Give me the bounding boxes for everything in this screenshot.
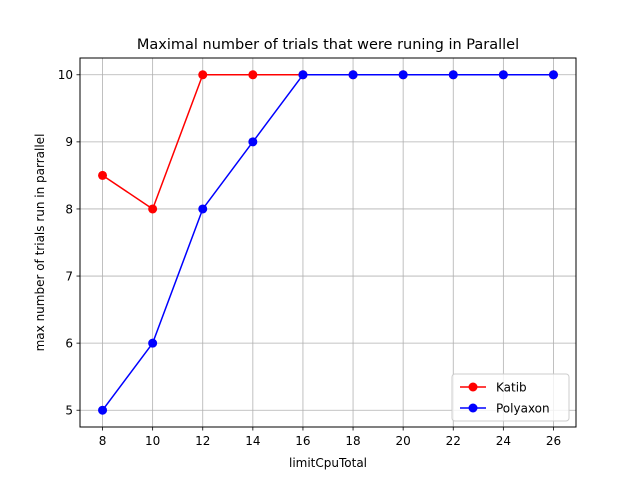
series-layer — [98, 70, 558, 415]
data-point-polyaxon — [348, 70, 358, 80]
series-line-polyaxon — [101, 74, 554, 411]
x-tick-label: 16 — [295, 434, 310, 448]
y-tick-label: 10 — [58, 68, 73, 82]
y-tick-label: 5 — [65, 404, 73, 418]
x-tick-label: 18 — [345, 434, 360, 448]
legend-marker-katib — [468, 382, 478, 392]
grid-lines — [80, 58, 576, 427]
plot-area-frame — [79, 57, 577, 428]
data-point-polyaxon — [498, 70, 508, 80]
data-point-polyaxon — [548, 70, 558, 80]
data-point-katib — [198, 70, 208, 80]
axis-ticks: 8 10 12 14 16 18 20 22 24 26 5 6 7 8 9 10 — [58, 68, 561, 448]
data-point-katib — [248, 70, 258, 80]
legend-box — [451, 373, 570, 422]
data-point-polyaxon — [148, 338, 158, 348]
y-tick-label: 8 — [65, 202, 73, 216]
data-point-polyaxon — [398, 70, 408, 80]
x-tick-label: 20 — [396, 434, 411, 448]
data-point-polyaxon — [198, 204, 208, 214]
legend: Katib Polyaxon — [451, 373, 570, 422]
x-tick-label: 26 — [546, 434, 561, 448]
data-point-katib — [98, 170, 108, 180]
data-point-katib — [148, 204, 158, 214]
data-point-polyaxon — [98, 405, 108, 415]
data-point-polyaxon — [298, 70, 308, 80]
x-axis-label: limitCpuTotal — [289, 456, 367, 470]
x-tick-label: 10 — [145, 434, 160, 448]
legend-label-katib: Katib — [496, 380, 527, 394]
legend-label-polyaxon: Polyaxon — [496, 401, 550, 415]
x-tick-label: 24 — [496, 434, 511, 448]
y-tick-label: 7 — [65, 269, 73, 283]
data-point-polyaxon — [448, 70, 458, 80]
data-point-polyaxon — [248, 137, 258, 147]
x-tick-label: 22 — [446, 434, 461, 448]
y-tick-label: 6 — [65, 336, 73, 350]
legend-marker-polyaxon — [468, 403, 478, 413]
y-axis-label: max number of trials run in parrallel — [33, 134, 47, 352]
chart-title: Maximal number of trials that were runin… — [137, 37, 519, 53]
x-tick-label: 12 — [195, 434, 210, 448]
x-tick-label: 14 — [245, 434, 260, 448]
x-tick-label: 8 — [99, 434, 107, 448]
y-tick-label: 9 — [65, 135, 73, 149]
